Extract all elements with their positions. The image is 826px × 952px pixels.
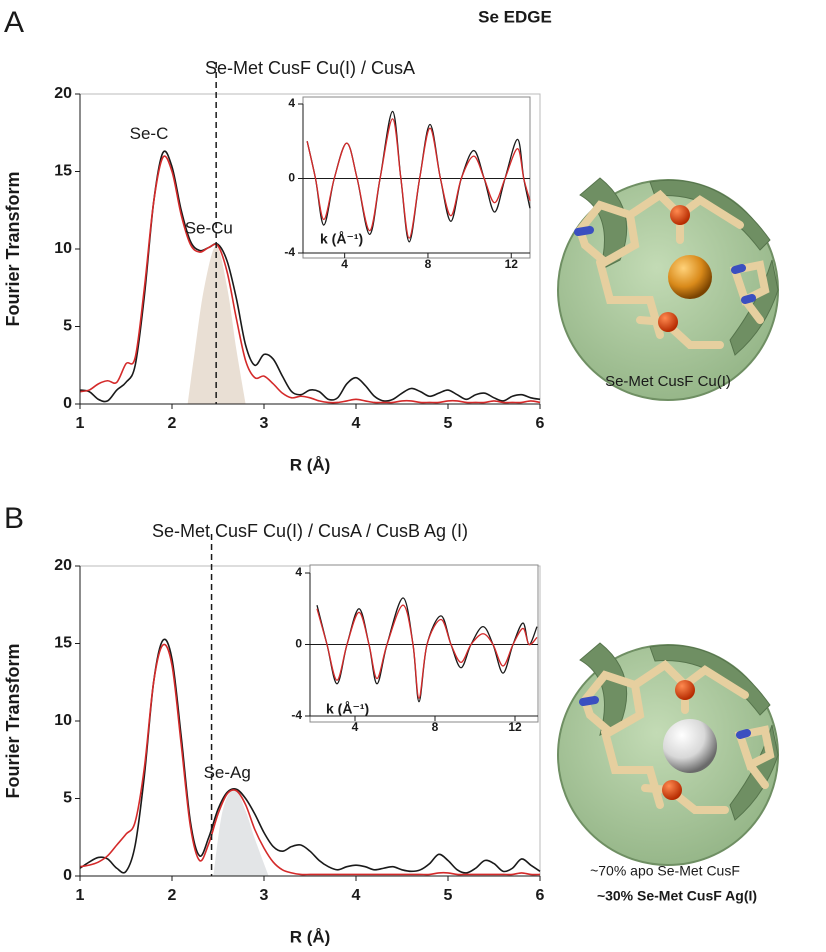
heading: Se EDGE [478,7,552,26]
peak-label: Se-Ag [204,763,251,782]
x-tick-label: 2 [168,887,177,904]
x-tick-label: 3 [260,887,269,904]
x-tick-label: 6 [536,415,545,432]
x-tick-label: 1 [76,415,85,432]
caption: Se-Met CusF Cu(I) [605,373,731,390]
y-tick-label: 5 [63,790,72,807]
x-axis-label: R (Å) [290,927,331,946]
y-tick-label: 20 [54,85,72,102]
y-tick-label: 0 [288,171,295,185]
y-axis-label: Fourier Transform [3,171,23,326]
peak-area [213,789,269,876]
x-tick-label: 4 [341,257,348,271]
panel-label: A [4,6,24,39]
chart-title: Se-Met CusF Cu(I) / CusA [205,58,415,78]
x-tick-label: 2 [168,415,177,432]
y-tick-label: 20 [54,557,72,574]
y-tick-label: 0 [63,395,72,412]
x-tick-label: 6 [536,887,545,904]
x-tick-label: 12 [508,720,522,734]
inset-frame [302,96,531,259]
data-line [316,604,538,699]
molecule-a [557,177,779,401]
inset-frame [309,564,539,723]
y-tick-label: 15 [54,163,72,180]
data-line [79,643,541,876]
data-line [306,118,531,239]
y-tick-label: 4 [295,565,302,579]
y-tick-label: 10 [54,712,72,729]
x-tick-label: 3 [260,415,269,432]
y-tick-label: 10 [54,240,72,257]
x-tick-label: 4 [352,720,359,734]
inset-x-label: k (Å⁻¹) [326,701,369,717]
x-tick-label: 1 [76,887,85,904]
y-tick-label: -4 [291,708,302,722]
x-tick-label: 4 [352,415,361,432]
y-tick-label: 0 [63,867,72,884]
chart-title: Se-Met CusF Cu(I) / CusA / CusB Ag (I) [152,521,468,541]
peak-label: Se-Cu [185,218,233,237]
x-tick-label: 8 [425,257,432,271]
y-tick-label: 15 [54,635,72,652]
inset-x-label: k (Å⁻¹) [320,231,363,247]
x-axis-label: R (Å) [290,455,331,474]
caption: ~70% apo Se-Met CusF [590,863,740,879]
x-tick-label: 8 [432,720,439,734]
x-tick-label: 12 [505,257,519,271]
peak-label: Se-C [130,124,169,143]
data-line [79,155,541,404]
panel-label: B [4,502,24,535]
y-tick-label: 4 [288,96,295,110]
y-axis-label: Fourier Transform [3,643,23,798]
x-tick-label: 5 [444,887,453,904]
y-tick-label: 0 [295,637,302,651]
x-tick-label: 5 [444,415,453,432]
molecule-b [557,642,779,866]
y-tick-label: -4 [284,245,295,259]
x-tick-label: 4 [352,887,361,904]
caption: ~30% Se-Met CusF Ag(I) [597,888,757,904]
y-tick-label: 5 [63,318,72,335]
